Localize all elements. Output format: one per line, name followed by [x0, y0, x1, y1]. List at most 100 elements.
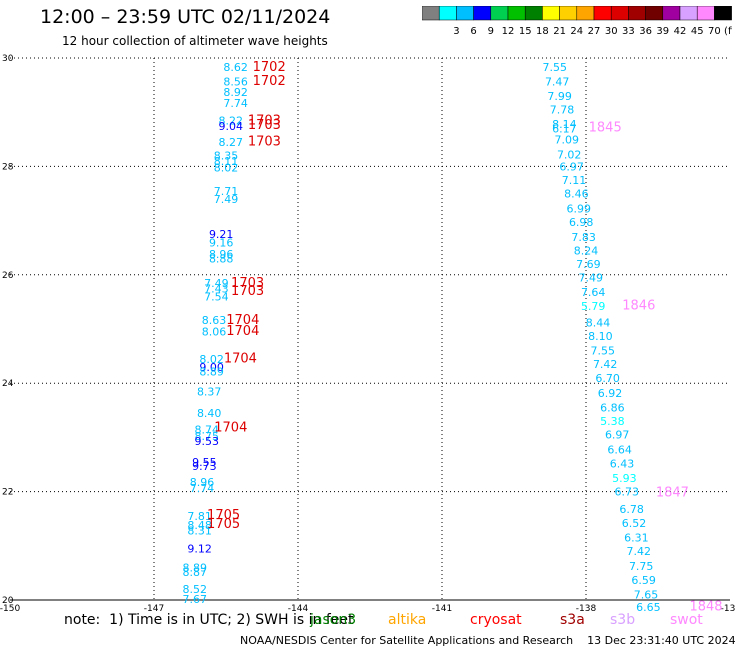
y-tick-label: 24	[2, 379, 14, 389]
colorbar-label: 33	[622, 26, 635, 37]
footer-credit: NOAA/NESDIS Center for Satellite Applica…	[240, 634, 736, 647]
wave-height-label: 7.47	[545, 75, 570, 88]
wave-height-label: 6.73	[615, 486, 640, 499]
x-tick-label: -147	[144, 604, 164, 612]
wave-height-label: 8.52	[183, 583, 208, 596]
colorbar-label: 3	[453, 26, 459, 37]
x-tick-label: -13	[721, 604, 736, 612]
wave-height-label: 7.71	[214, 185, 239, 198]
wave-height-label: 9.16	[209, 236, 234, 249]
wave-height-label: 7.42	[593, 358, 618, 371]
pass-time-label: 1846	[622, 299, 655, 314]
wave-height-label: 6.59	[631, 574, 656, 587]
wave-height-label: 8.96	[209, 248, 234, 261]
wave-height-label: 7.67	[183, 593, 208, 606]
pass-time-label: 1848	[689, 600, 722, 612]
page-title: 12:00 – 23:59 UTC 02/11/2024	[40, 6, 331, 28]
colorbar-label: 39	[656, 26, 669, 37]
wave-height-label: 9.00	[199, 361, 224, 374]
wave-height-label: 9.73	[192, 460, 217, 473]
colorbar-label: 21	[553, 26, 566, 37]
wave-height-label: 5.38	[600, 415, 625, 428]
wave-height-label: 6.97	[559, 160, 584, 173]
wave-height-label: 8.48	[187, 519, 212, 532]
legend-entry-s3a: s3a	[560, 612, 585, 628]
colorbar-label: 27	[588, 26, 601, 37]
x-tick-label: -138	[576, 604, 597, 612]
legend-entry-cryosat: cryosat	[470, 612, 522, 628]
wave-height-label: 8.35	[214, 150, 239, 163]
wave-height-label: 8.02	[199, 353, 224, 366]
wave-height-label: 6.99	[567, 203, 592, 216]
pass-time-label: 1704	[226, 313, 259, 328]
wave-height-label: 6.31	[624, 532, 649, 545]
pass-time-label: 1704	[214, 421, 247, 436]
y-tick-label: 20	[2, 596, 14, 606]
wave-height-label: 6.70	[595, 372, 620, 385]
pass-time-label: 1705	[207, 517, 240, 532]
colorbar-label: 42	[674, 26, 687, 37]
wave-height-label: 8.56	[223, 75, 248, 88]
wave-height-label: 8.96	[190, 476, 215, 489]
wave-height-label: 7.49	[204, 277, 229, 290]
wave-height-label: 7.64	[581, 286, 606, 299]
pass-time-label: 1703	[231, 284, 264, 299]
wave-height-label: 8.37	[197, 385, 222, 398]
legend-entry-jason3: jason3	[310, 612, 357, 628]
wave-height-label: 7.99	[547, 90, 572, 103]
wave-height-label: 8.75	[195, 430, 220, 443]
wave-height-label: 6.52	[622, 517, 647, 530]
wave-height-label: 6.86	[600, 402, 625, 415]
wave-height-label: 6.65	[636, 601, 661, 612]
wave-height-label: 7.55	[543, 61, 568, 74]
wave-height-label: 9.53	[195, 435, 220, 448]
wave-height-label: 8.74	[195, 423, 220, 436]
wave-height-label: 6.43	[610, 457, 635, 470]
y-tick-label: 30	[2, 54, 14, 64]
y-tick-label: 26	[2, 271, 14, 281]
colorbar-label: 36	[639, 26, 652, 37]
y-tick-label: 22	[2, 488, 13, 498]
pass-time-label: 1702	[253, 74, 286, 89]
wave-height-label: 7.65	[634, 589, 659, 602]
wave-height-label: 7.11	[562, 174, 587, 187]
x-tick-label: -141	[432, 604, 452, 612]
x-tick-label: -150	[0, 604, 20, 612]
wave-height-label: 6.92	[598, 387, 623, 400]
wave-height-label: 9.12	[187, 543, 212, 556]
wave-height-label: 6.64	[607, 443, 632, 456]
wave-height-label: 6.98	[569, 216, 594, 229]
pass-time-label: 1847	[656, 486, 689, 501]
colorbar-label: (ft)	[724, 26, 732, 37]
wave-height-label: 7.43	[204, 282, 229, 295]
wave-height-label: 7.69	[576, 258, 601, 271]
colorbar-label: 45	[691, 26, 704, 37]
wave-height-label: 7.02	[557, 148, 582, 161]
wave-height-label: 8.92	[223, 86, 248, 99]
wave-height-label: 7.83	[571, 231, 596, 244]
wave-height-label: 8.06	[202, 326, 227, 339]
colorbar-label: 18	[536, 26, 549, 37]
wave-height-label: 9.55	[192, 456, 217, 469]
legend-entry-swot: swot	[670, 612, 703, 628]
colorbar-label: 6	[470, 26, 476, 37]
wave-height-label: 7.54	[204, 290, 229, 303]
wave-height-label: 8.62	[223, 61, 248, 74]
wave-height-label: 7.49	[579, 272, 604, 285]
pass-time-label: 1704	[224, 351, 257, 366]
colorbar-label: 9	[488, 26, 494, 37]
wave-height-label: 5.93	[612, 472, 637, 485]
wave-height-label: 9.21	[209, 228, 234, 241]
wave-height-label: 7.78	[550, 103, 575, 116]
page-subtitle: 12 hour collection of altimeter wave hei…	[62, 34, 328, 48]
wave-height-label: 8.22	[219, 114, 244, 127]
wave-height-label: 7.74	[223, 97, 248, 110]
colorbar-label: 70	[708, 26, 721, 37]
wave-height-label: 8.14	[552, 118, 577, 131]
wave-height-label: 8.27	[219, 136, 244, 149]
wave-height-label: 9.04	[219, 120, 244, 133]
pass-time-label: 1703	[248, 134, 281, 149]
wave-height-label: 7.55	[591, 345, 616, 358]
wave-height-label: 8.02	[214, 161, 239, 174]
